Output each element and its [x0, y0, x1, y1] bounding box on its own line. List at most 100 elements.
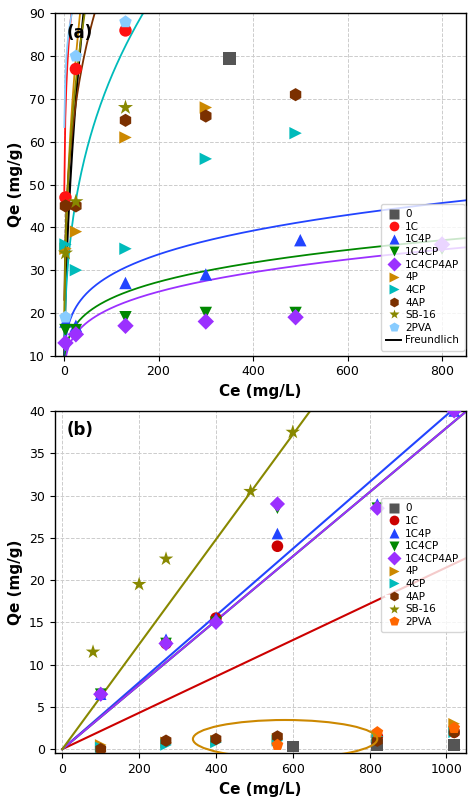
Point — [202, 101, 210, 114]
Text: (a): (a) — [67, 23, 93, 42]
Point — [97, 687, 104, 700]
Point — [202, 109, 210, 122]
Point — [122, 131, 129, 144]
Point — [212, 734, 220, 747]
Point — [162, 633, 170, 646]
Point — [292, 311, 300, 324]
Point — [97, 738, 104, 751]
Point — [374, 730, 381, 743]
Point — [292, 126, 300, 139]
Point — [226, 52, 233, 64]
Point — [122, 277, 129, 290]
Point — [72, 324, 80, 336]
Point — [247, 485, 255, 497]
Point — [202, 307, 210, 320]
Legend: 0, 1C, 1C4P, 1C4CP, 1C4CP4AP, 4P, 4CP, 4AP, SB-16, 2PVA, Freundlich: 0, 1C, 1C4P, 1C4CP, 1C4CP4AP, 4P, 4CP, 4… — [381, 204, 465, 350]
Point — [273, 733, 281, 745]
Point — [450, 405, 458, 418]
Point — [72, 50, 80, 63]
Point — [62, 336, 69, 349]
Point — [212, 733, 220, 745]
Point — [122, 320, 129, 332]
Point — [122, 311, 129, 324]
Point — [450, 738, 458, 751]
Point — [212, 612, 220, 625]
Point — [374, 734, 381, 747]
Y-axis label: Qe (mg/g): Qe (mg/g) — [9, 142, 23, 227]
Point — [72, 264, 80, 277]
Point — [97, 741, 104, 754]
Point — [273, 730, 281, 743]
Point — [162, 552, 170, 565]
Point — [273, 540, 281, 553]
Point — [89, 646, 97, 658]
Point — [72, 200, 80, 213]
Point — [450, 721, 458, 734]
Point — [122, 242, 129, 255]
Point — [202, 268, 210, 281]
Point — [62, 191, 69, 204]
Point — [450, 726, 458, 739]
Point — [162, 736, 170, 749]
Point — [62, 315, 69, 328]
Point — [438, 238, 446, 251]
Point — [374, 502, 381, 514]
Point — [97, 687, 104, 700]
Point — [72, 328, 80, 341]
Point — [72, 320, 80, 332]
Point — [273, 502, 281, 514]
Point — [122, 24, 129, 37]
Point — [212, 616, 220, 629]
Point — [62, 242, 69, 255]
Point — [450, 726, 458, 739]
Point — [162, 637, 170, 650]
Point — [289, 426, 297, 439]
Point — [374, 726, 381, 739]
Point — [450, 405, 458, 418]
Point — [450, 405, 458, 418]
Point — [289, 740, 297, 753]
Point — [374, 730, 381, 743]
Point — [450, 726, 458, 739]
Point — [273, 734, 281, 747]
Point — [72, 196, 80, 208]
Point — [162, 637, 170, 650]
Point — [122, 15, 129, 28]
Point — [202, 152, 210, 165]
Point — [273, 527, 281, 540]
Y-axis label: Qe (mg/g): Qe (mg/g) — [9, 539, 23, 625]
X-axis label: Ce (mg/L): Ce (mg/L) — [219, 384, 301, 399]
X-axis label: Ce (mg/L): Ce (mg/L) — [219, 782, 301, 797]
Point — [97, 687, 104, 700]
Point — [297, 233, 304, 246]
Point — [374, 502, 381, 514]
Point — [212, 612, 220, 625]
Point — [438, 242, 446, 255]
Point — [62, 311, 69, 324]
Point — [212, 736, 220, 749]
Legend: 0, 1C, 1C4P, 1C4CP, 1C4CP4AP, 4P, 4CP, 4AP, SB-16, 2PVA: 0, 1C, 1C4P, 1C4CP, 1C4CP4AP, 4P, 4CP, 4… — [381, 498, 465, 632]
Point — [62, 324, 69, 336]
Point — [136, 578, 143, 591]
Point — [374, 730, 381, 743]
Point — [273, 497, 281, 510]
Point — [273, 738, 281, 751]
Point — [72, 225, 80, 238]
Point — [62, 246, 69, 259]
Point — [374, 497, 381, 510]
Point — [62, 238, 69, 251]
Point — [162, 637, 170, 650]
Point — [374, 738, 381, 751]
Point — [292, 89, 300, 101]
Point — [292, 307, 300, 320]
Point — [62, 200, 69, 213]
Text: (b): (b) — [67, 421, 94, 440]
Point — [212, 616, 220, 629]
Point — [97, 743, 104, 756]
Point — [450, 717, 458, 730]
Point — [162, 734, 170, 747]
Point — [202, 315, 210, 328]
Point — [97, 687, 104, 700]
Point — [162, 738, 170, 751]
Point — [122, 114, 129, 126]
